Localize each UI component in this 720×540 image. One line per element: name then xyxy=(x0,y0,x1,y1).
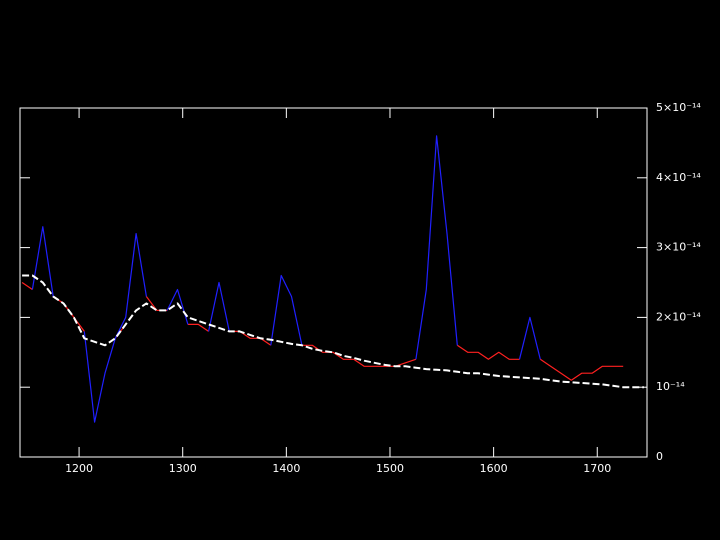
x-tick-label: 1400 xyxy=(272,462,300,475)
plot-frame xyxy=(19,107,648,458)
y-tick-label: 3×10⁻¹⁴ xyxy=(656,241,701,254)
x-tick-label: 1600 xyxy=(480,462,508,475)
y-tick-label: 5×10⁻¹⁴ xyxy=(656,101,701,114)
y-tick-label: 0 xyxy=(656,450,663,463)
y-tick-label: 4×10⁻¹⁴ xyxy=(656,171,701,184)
series-line xyxy=(31,135,541,423)
y-tick-label: 10⁻¹⁴ xyxy=(656,380,685,393)
x-tick-label: 1500 xyxy=(376,462,404,475)
y-tick-label: 2×10⁻¹⁴ xyxy=(656,310,701,323)
x-tick-label: 1300 xyxy=(169,462,197,475)
x-tick-label: 1200 xyxy=(65,462,93,475)
series-line xyxy=(22,274,644,389)
x-tick-label: 1700 xyxy=(583,462,611,475)
